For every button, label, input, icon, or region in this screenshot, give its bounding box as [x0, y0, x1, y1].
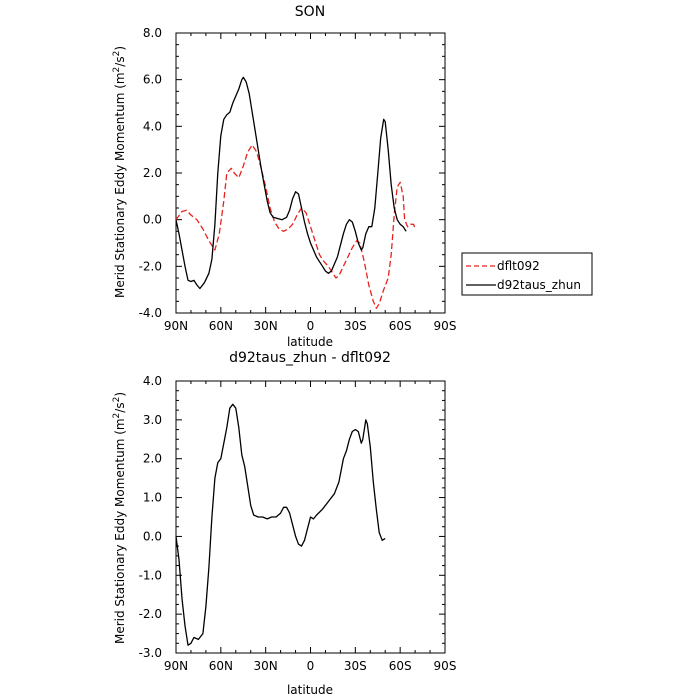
chart-title-son: SON [295, 4, 325, 20]
series-group-son [175, 76, 416, 309]
y-tick-label: 0.0 [143, 529, 162, 543]
series-line-d92taus-zhun [175, 76, 407, 290]
panel-son: SON 90N 60N 30N 0 30S 60S 90S -4.0 -2.0 0.0 2.0 4.0… [112, 4, 593, 349]
x-axis-title-difference: latitude [287, 683, 333, 697]
x-axis-title-son: latitude [287, 335, 333, 349]
y-tick-label: 6.0 [143, 73, 162, 87]
x-tick-label: 90S [434, 319, 457, 333]
y-tick-label: -4.0 [139, 306, 162, 320]
legend-label-dflt092: dflt092 [497, 259, 540, 273]
x-tick-label: 60N [209, 319, 233, 333]
y-tick-label: -2.0 [139, 259, 162, 273]
y-tick-label: -1.0 [139, 568, 162, 582]
series-line-diff-0 [175, 403, 386, 646]
y-tick-label: 2.0 [143, 452, 162, 466]
x-tick-label: 60S [389, 319, 412, 333]
legend-box [461, 252, 593, 296]
panel-difference: d92taus_zhun - dflt092 90N 60N 30N 0 30S 60S 9… [112, 350, 456, 697]
legend: dflt092 d92taus_zhun [461, 252, 593, 296]
axes-frame-difference: 90N 60N 30N 0 30S 60S 90S -3.0 -2.0 -1.0 0.0 1.0 2.0… [139, 374, 457, 673]
y-tick-label: 0.0 [143, 213, 162, 227]
y-tick-label: 8.0 [143, 26, 162, 40]
y-tick-label: 1.0 [143, 491, 162, 505]
y-tick-label: -2.0 [139, 607, 162, 621]
x-tick-label: 60N [209, 659, 233, 673]
y-axis-title-son: Merid Stationary Eddy Momentum (m2/s2) [112, 46, 127, 298]
y-tick-label: -3.0 [139, 646, 162, 660]
y-tick-label: 4.0 [143, 119, 162, 133]
x-tick-label: 90N [164, 659, 188, 673]
series-line-dflt092 [175, 144, 416, 309]
x-tick-label: 30S [344, 319, 367, 333]
x-tick-label: 90N [164, 319, 188, 333]
x-tick-label: 30S [344, 659, 367, 673]
y-axis-title-difference: Merid Stationary Eddy Momentum (m2/s2) [112, 392, 127, 644]
y-tick-label: 2.0 [143, 166, 162, 180]
x-tick-label: 0 [307, 319, 315, 333]
series-group-difference [175, 403, 386, 646]
y-tick-label: 3.0 [143, 413, 162, 427]
legend-label-d92taus-zhun: d92taus_zhun [497, 278, 581, 292]
plot-frame-son [175, 32, 446, 314]
x-tick-label: 90S [434, 659, 457, 673]
x-tick-label: 30N [254, 319, 278, 333]
axes-frame-son: 90N 60N 30N 0 30S 60S 90S -4.0 -2.0 0.0 2.0 4.0 6.0 8… [139, 26, 457, 333]
x-tick-label: 60S [389, 659, 412, 673]
x-tick-label: 0 [307, 659, 315, 673]
y-tick-label: 4.0 [143, 374, 162, 388]
chart-title-difference: d92taus_zhun - dflt092 [229, 350, 391, 366]
x-tick-label: 30N [254, 659, 278, 673]
